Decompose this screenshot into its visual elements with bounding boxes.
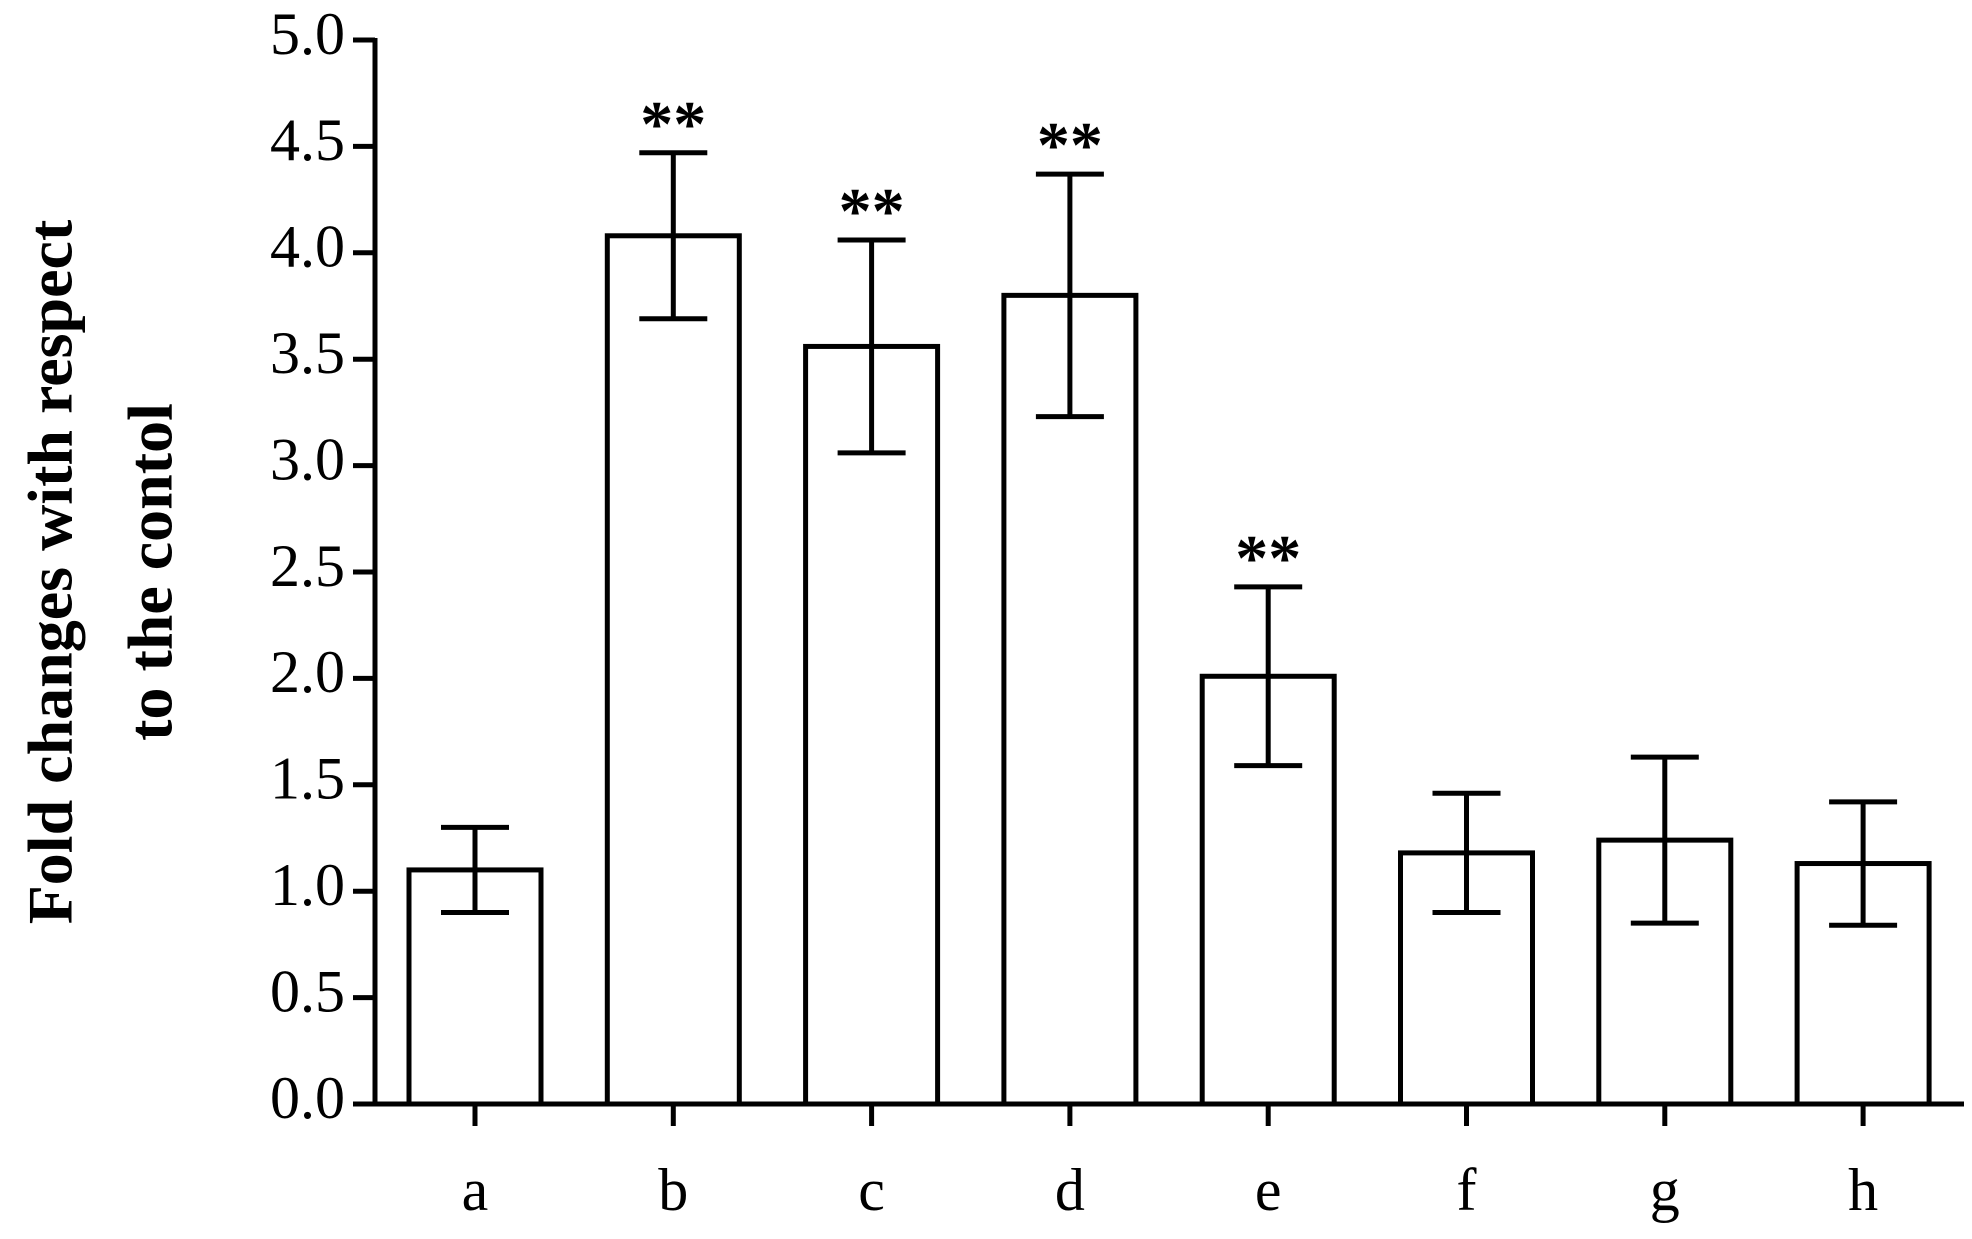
bar	[803, 343, 941, 1107]
significance: **	[839, 175, 905, 248]
x-tick-label: f	[1457, 1157, 1477, 1223]
y-tick-label: 2.0	[270, 639, 345, 705]
y-tick-label: 2.5	[270, 533, 345, 599]
y-tick-label: 3.5	[270, 320, 345, 386]
y-tick-label: 1.0	[270, 852, 345, 918]
significance: **	[1235, 522, 1301, 595]
bar	[406, 867, 544, 1107]
x-tick-label: e	[1255, 1157, 1282, 1223]
bar	[1001, 292, 1139, 1107]
x-tick-label: c	[858, 1157, 885, 1223]
y-tick-label: 0.0	[270, 1065, 345, 1131]
y-tick-label: 3.0	[270, 426, 345, 492]
x-tick-label: d	[1055, 1157, 1085, 1223]
x-tick-label: g	[1650, 1157, 1680, 1223]
x-tick-label: h	[1848, 1157, 1878, 1223]
y-label-line: Fold changes with respect	[15, 219, 86, 924]
bar	[604, 233, 742, 1107]
y-tick-label: 1.5	[270, 746, 345, 812]
significance: **	[1037, 109, 1103, 182]
significance: **	[640, 88, 706, 161]
y-axis-title: Fold changes with respect to the contol	[15, 219, 186, 924]
y-label-line: to the contol	[115, 403, 186, 741]
x-tick-label: b	[658, 1157, 688, 1223]
y-tick-label: 0.5	[270, 958, 345, 1024]
x-tick-label: a	[462, 1157, 489, 1223]
y-tick-label: 4.5	[270, 107, 345, 173]
y-tick-label: 4.0	[270, 214, 345, 280]
y-tick-label: 5.0	[270, 1, 345, 67]
